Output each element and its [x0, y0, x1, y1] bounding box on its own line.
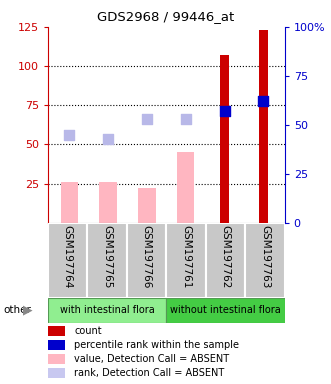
Text: GSM197761: GSM197761	[181, 225, 191, 288]
Bar	[177, 152, 194, 223]
Bar	[48, 368, 65, 378]
Bar	[48, 354, 65, 364]
Bar	[48, 223, 87, 298]
Bar	[166, 298, 285, 323]
Text: with intestinal flora: with intestinal flora	[60, 305, 155, 315]
Text: GDS2968 / 99446_at: GDS2968 / 99446_at	[97, 10, 234, 23]
Text: GSM197763: GSM197763	[260, 225, 270, 288]
Text: ▶: ▶	[23, 304, 33, 316]
Bar	[87, 223, 127, 298]
Text: other: other	[3, 305, 31, 315]
Point	[106, 136, 111, 142]
Point	[183, 116, 188, 122]
Bar	[138, 188, 156, 223]
Text: GSM197766: GSM197766	[142, 225, 152, 288]
Point	[261, 98, 266, 104]
Bar	[206, 223, 245, 298]
Point	[67, 131, 72, 138]
Bar	[99, 182, 117, 223]
Bar	[220, 55, 229, 223]
Bar	[259, 30, 268, 223]
Text: value, Detection Call = ABSENT: value, Detection Call = ABSENT	[74, 354, 229, 364]
Point	[222, 108, 227, 114]
Bar	[48, 298, 166, 323]
Point	[144, 116, 150, 122]
Text: GSM197765: GSM197765	[102, 225, 112, 288]
Bar	[245, 223, 285, 298]
Bar	[48, 340, 65, 350]
Text: without intestinal flora: without intestinal flora	[170, 305, 281, 315]
Bar	[48, 326, 65, 336]
Bar	[166, 223, 206, 298]
Text: rank, Detection Call = ABSENT: rank, Detection Call = ABSENT	[74, 368, 224, 378]
Bar	[61, 182, 78, 223]
Bar	[127, 223, 166, 298]
Text: percentile rank within the sample: percentile rank within the sample	[74, 340, 239, 350]
Text: GSM197762: GSM197762	[220, 225, 230, 288]
Text: count: count	[74, 326, 102, 336]
Text: GSM197764: GSM197764	[63, 225, 73, 288]
